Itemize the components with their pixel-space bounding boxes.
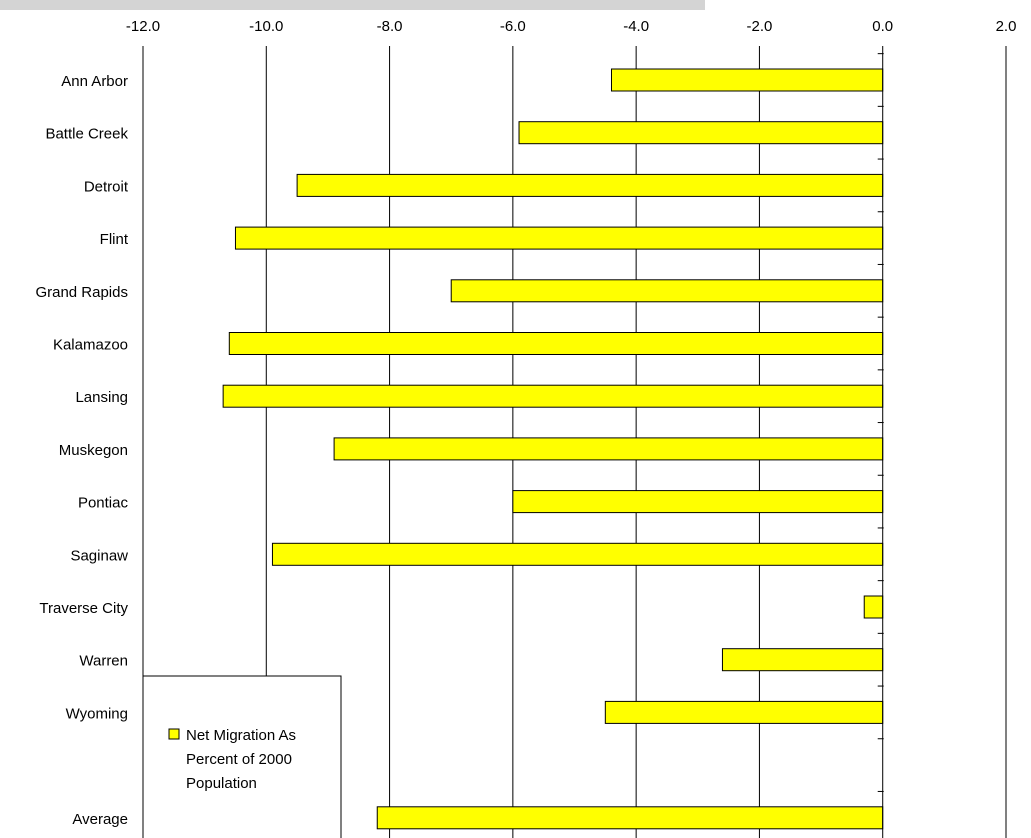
x-tick-label: -8.0: [377, 18, 403, 35]
x-tick-label: -2.0: [746, 18, 772, 35]
bar: [512, 490, 884, 514]
x-tick-label: -10.0: [249, 18, 283, 35]
category-label: Saginaw: [70, 547, 128, 564]
bar: [296, 173, 884, 197]
category-label: Flint: [100, 231, 129, 248]
legend-label-line-1: Net Migration As: [186, 727, 296, 744]
category-label: Battle Creek: [45, 126, 128, 143]
legend-label-line-2: Percent of 2000: [186, 751, 292, 768]
category-label: Traverse City: [39, 600, 128, 617]
bar: [863, 595, 884, 619]
bar: [721, 648, 884, 672]
legend-swatch: [168, 728, 180, 740]
category-label: Pontiac: [78, 495, 129, 512]
category-label: Kalamazoo: [53, 337, 128, 354]
top-band: [0, 0, 705, 10]
legend: Net Migration As Percent of 2000 Populat…: [142, 675, 342, 838]
bars: [222, 68, 884, 830]
category-label: Detroit: [84, 178, 129, 195]
bar: [271, 542, 884, 566]
category-label: Lansing: [75, 389, 128, 406]
category-label: Ann Arbor: [61, 73, 128, 90]
legend-box: [142, 675, 342, 838]
category-label: Average: [72, 811, 128, 828]
bar: [222, 384, 884, 408]
x-axis-ticks: -12.0 -10.0 -8.0 -6.0 -4.0 -2.0 0.0 2.0: [126, 18, 1017, 35]
bar: [333, 437, 884, 461]
x-tick-label: 0.0: [872, 18, 893, 35]
x-tick-label: 2.0: [996, 18, 1017, 35]
bar: [610, 68, 884, 92]
bar: [604, 700, 884, 724]
legend-label-line-3: Population: [186, 775, 257, 792]
bar: [228, 332, 884, 355]
x-tick-label: -4.0: [623, 18, 649, 35]
x-tick-label: -6.0: [500, 18, 526, 35]
category-label: Warren: [79, 653, 128, 670]
bar: [234, 226, 884, 250]
bar: [450, 279, 884, 303]
category-label: Wyoming: [66, 705, 128, 722]
category-label: Grand Rapids: [35, 284, 128, 301]
zero-axis: [877, 46, 884, 838]
bar: [376, 806, 884, 830]
x-tick-label: -12.0: [126, 18, 160, 35]
category-labels: Ann Arbor Battle Creek Detroit Flint Grand R…: [35, 73, 128, 828]
category-label: Muskegon: [59, 442, 128, 459]
bar: [518, 121, 884, 145]
